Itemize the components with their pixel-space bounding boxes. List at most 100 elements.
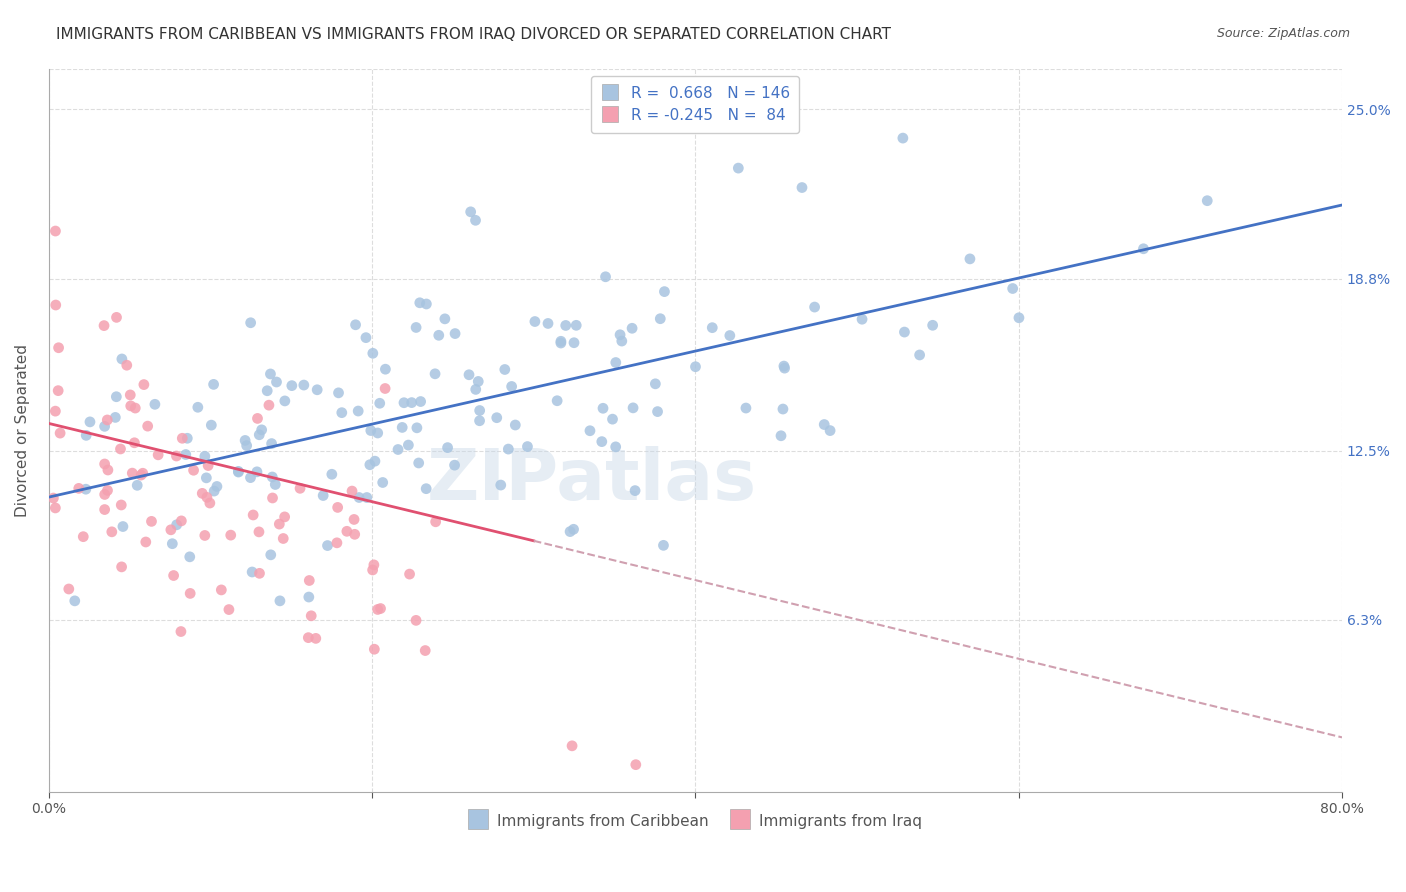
Point — [505, 417, 527, 432]
Point — [363, 558, 385, 572]
Point — [260, 548, 283, 562]
Point — [93, 502, 115, 516]
Point — [246, 411, 269, 425]
Point — [1197, 194, 1219, 208]
Point — [565, 318, 588, 333]
Point — [110, 498, 132, 512]
Point — [233, 434, 256, 448]
Point — [121, 466, 143, 480]
Point — [195, 491, 218, 505]
Point — [115, 358, 138, 372]
Point — [605, 440, 627, 454]
Point — [374, 362, 396, 376]
Point — [44, 224, 66, 238]
Point — [406, 421, 429, 435]
Point — [271, 532, 294, 546]
Point — [621, 401, 644, 415]
Point — [197, 458, 219, 473]
Point — [136, 419, 159, 434]
Point — [202, 484, 225, 499]
Point — [174, 448, 197, 462]
Point — [413, 643, 436, 657]
Point — [621, 321, 644, 335]
Point — [120, 388, 142, 402]
Point — [851, 312, 873, 326]
Point — [546, 393, 568, 408]
Point — [321, 467, 343, 482]
Point — [343, 527, 366, 541]
Point — [336, 524, 359, 539]
Point — [425, 515, 447, 529]
Point — [328, 385, 350, 400]
Point — [1132, 242, 1154, 256]
Point — [49, 426, 72, 441]
Point — [205, 479, 228, 493]
Point — [246, 465, 269, 479]
Point — [281, 378, 304, 392]
Point — [288, 481, 311, 495]
Point — [97, 463, 120, 477]
Point — [595, 269, 617, 284]
Point — [609, 327, 631, 342]
Point — [269, 594, 291, 608]
Point — [269, 517, 291, 532]
Point — [344, 318, 367, 332]
Point — [297, 631, 319, 645]
Point — [46, 384, 69, 398]
Point — [467, 375, 489, 389]
Point — [48, 341, 70, 355]
Point — [436, 441, 458, 455]
Point — [194, 528, 217, 542]
Y-axis label: Divorced or Separated: Divorced or Separated — [15, 343, 30, 516]
Point — [219, 528, 242, 542]
Point — [464, 383, 486, 397]
Point — [110, 560, 132, 574]
Point — [361, 563, 384, 577]
Point — [818, 424, 841, 438]
Point — [427, 328, 450, 343]
Point — [1001, 281, 1024, 295]
Point — [550, 336, 572, 351]
Point — [624, 483, 647, 498]
Point — [605, 355, 627, 369]
Point — [727, 161, 749, 175]
Point — [135, 535, 157, 549]
Point — [96, 413, 118, 427]
Point — [364, 454, 387, 468]
Point — [415, 482, 437, 496]
Point — [298, 590, 321, 604]
Point — [813, 417, 835, 432]
Point — [356, 491, 378, 505]
Point — [166, 449, 188, 463]
Point — [494, 362, 516, 376]
Point — [239, 316, 262, 330]
Point — [162, 537, 184, 551]
Point — [58, 582, 80, 596]
Point — [93, 419, 115, 434]
Point — [72, 530, 94, 544]
Text: ZIPatlas: ZIPatlas — [427, 446, 756, 516]
Point — [347, 404, 370, 418]
Point — [361, 346, 384, 360]
Point — [610, 334, 633, 348]
Point — [485, 410, 508, 425]
Point — [891, 131, 914, 145]
Point — [228, 464, 250, 478]
Point — [170, 624, 193, 639]
Point — [790, 180, 813, 194]
Point — [191, 486, 214, 500]
Point — [409, 394, 432, 409]
Legend: Immigrants from Caribbean, Immigrants from Iraq: Immigrants from Caribbean, Immigrants fr… — [463, 806, 928, 835]
Point — [921, 318, 943, 333]
Point — [537, 317, 560, 331]
Point — [75, 482, 97, 496]
Point — [273, 509, 295, 524]
Point — [702, 320, 724, 334]
Point — [132, 467, 155, 481]
Point — [363, 642, 385, 657]
Point — [460, 204, 482, 219]
Point — [367, 425, 389, 440]
Point — [124, 435, 146, 450]
Point — [170, 514, 193, 528]
Point — [105, 390, 128, 404]
